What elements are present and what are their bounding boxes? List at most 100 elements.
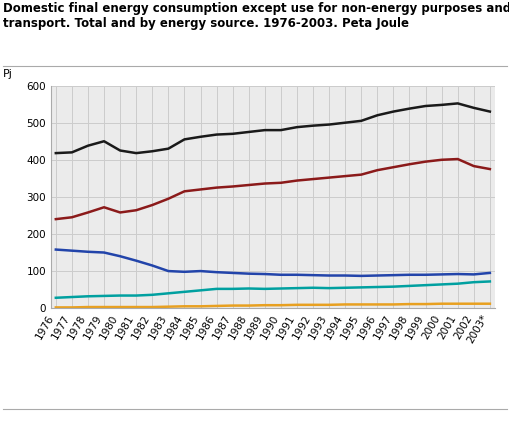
Electricity <box>84 210 91 215</box>
Line: Totalt: Totalt <box>55 104 489 153</box>
Electricity <box>325 175 331 180</box>
Fuel wood,
coal and coke <box>454 281 460 286</box>
Totalt <box>357 118 363 123</box>
Line: Electricity: Electricity <box>55 159 489 219</box>
Electricity <box>357 172 363 177</box>
Totalt <box>406 106 412 111</box>
Electricity <box>293 178 299 183</box>
Distrcit
heating <box>133 304 139 309</box>
Fuel wood,
coal and coke <box>213 286 219 291</box>
Electricity <box>69 215 75 220</box>
Distrcit
heating <box>181 304 187 309</box>
Distrcit
heating <box>438 301 444 306</box>
Fuel wood,
coal and coke <box>325 285 331 291</box>
Petroleum
products <box>374 273 380 278</box>
Fuel wood,
coal and coke <box>438 282 444 287</box>
Petroleum
products <box>84 249 91 254</box>
Petroleum
products <box>101 250 107 255</box>
Distrcit
heating <box>325 302 331 307</box>
Fuel wood,
coal and coke <box>117 293 123 298</box>
Totalt <box>117 148 123 153</box>
Petroleum
products <box>133 258 139 263</box>
Petroleum
products <box>470 272 476 277</box>
Fuel wood,
coal and coke <box>309 285 316 290</box>
Totalt <box>277 128 284 133</box>
Fuel wood,
coal and coke <box>69 294 75 300</box>
Fuel wood,
coal and coke <box>149 292 155 297</box>
Electricity <box>133 208 139 213</box>
Petroleum
products <box>149 263 155 268</box>
Petroleum
products <box>181 269 187 274</box>
Petroleum
products <box>357 273 363 279</box>
Distrcit
heating <box>486 301 492 306</box>
Fuel wood,
coal and coke <box>197 288 203 293</box>
Fuel wood,
coal and coke <box>357 285 363 290</box>
Fuel wood,
coal and coke <box>133 293 139 298</box>
Electricity <box>389 165 395 170</box>
Distrcit
heating <box>213 303 219 309</box>
Totalt <box>454 101 460 106</box>
Petroleum
products <box>197 268 203 273</box>
Totalt <box>486 109 492 114</box>
Totalt <box>438 102 444 107</box>
Distrcit
heating <box>342 302 348 307</box>
Distrcit
heating <box>52 305 59 310</box>
Fuel wood,
coal and coke <box>261 286 267 291</box>
Fuel wood,
coal and coke <box>342 285 348 290</box>
Distrcit
heating <box>101 304 107 309</box>
Totalt <box>181 137 187 142</box>
Electricity <box>309 176 316 181</box>
Electricity <box>342 173 348 178</box>
Totalt <box>421 104 428 109</box>
Electricity <box>421 159 428 164</box>
Fuel wood,
coal and coke <box>470 279 476 285</box>
Petroleum
products <box>309 273 316 278</box>
Petroleum
products <box>406 272 412 277</box>
Electricity <box>165 196 171 201</box>
Distrcit
heating <box>309 302 316 307</box>
Fuel wood,
coal and coke <box>421 282 428 288</box>
Petroleum
products <box>325 273 331 278</box>
Electricity <box>52 217 59 222</box>
Totalt <box>197 134 203 140</box>
Petroleum
products <box>454 271 460 276</box>
Fuel wood,
coal and coke <box>374 285 380 290</box>
Electricity <box>101 205 107 210</box>
Electricity <box>181 189 187 194</box>
Fuel wood,
coal and coke <box>293 285 299 291</box>
Fuel wood,
coal and coke <box>101 293 107 298</box>
Totalt <box>213 132 219 137</box>
Distrcit
heating <box>357 302 363 307</box>
Fuel wood,
coal and coke <box>229 286 235 291</box>
Distrcit
heating <box>197 304 203 309</box>
Totalt <box>293 125 299 130</box>
Distrcit
heating <box>117 304 123 309</box>
Petroleum
products <box>165 268 171 273</box>
Fuel wood,
coal and coke <box>406 283 412 288</box>
Totalt <box>133 151 139 156</box>
Totalt <box>374 113 380 118</box>
Petroleum
products <box>277 272 284 277</box>
Distrcit
heating <box>374 302 380 307</box>
Distrcit
heating <box>261 303 267 308</box>
Petroleum
products <box>69 248 75 253</box>
Electricity <box>470 163 476 169</box>
Distrcit
heating <box>293 302 299 307</box>
Distrcit
heating <box>454 301 460 306</box>
Totalt <box>245 129 251 134</box>
Totalt <box>101 139 107 144</box>
Electricity <box>117 210 123 215</box>
Petroleum
products <box>245 271 251 276</box>
Totalt <box>149 149 155 154</box>
Electricity <box>406 162 412 167</box>
Distrcit
heating <box>245 303 251 308</box>
Distrcit
heating <box>389 302 395 307</box>
Fuel wood,
coal and coke <box>486 279 492 284</box>
Fuel wood,
coal and coke <box>277 286 284 291</box>
Totalt <box>325 122 331 127</box>
Distrcit
heating <box>69 305 75 310</box>
Petroleum
products <box>342 273 348 278</box>
Totalt <box>470 105 476 110</box>
Fuel wood,
coal and coke <box>84 294 91 299</box>
Distrcit
heating <box>149 304 155 309</box>
